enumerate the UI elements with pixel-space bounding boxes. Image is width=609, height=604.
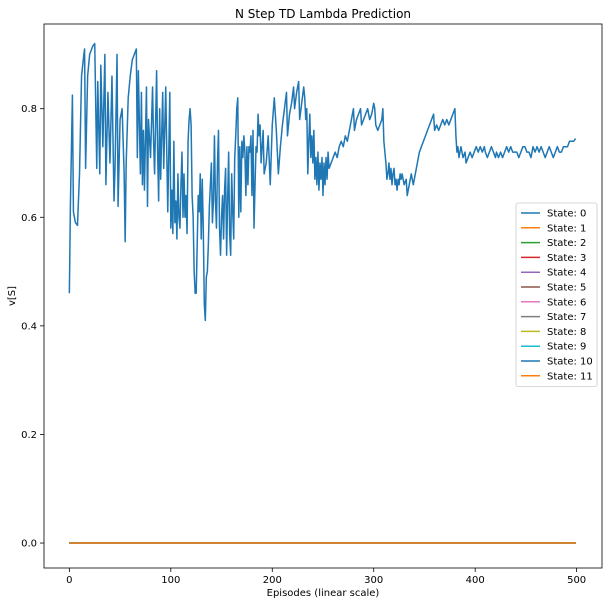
y-axis: 0.0 0.2 0.4 0.6 0.8 bbox=[21, 104, 44, 550]
legend: State: 0 State: 1 State: 2 State: 3 State: 4… bbox=[515, 202, 598, 388]
x-tick-label: 500 bbox=[567, 575, 586, 586]
chart-title: N Step TD Lambda Prediction bbox=[235, 7, 411, 21]
legend-box bbox=[515, 202, 598, 388]
y-tick-label: 0.0 bbox=[21, 539, 37, 550]
x-tick-label: 400 bbox=[466, 575, 485, 586]
legend-entry-label: State: 8 bbox=[547, 327, 586, 338]
legend-entry-label: State: 5 bbox=[547, 283, 586, 294]
x-axis-label: Episodes (linear scale) bbox=[267, 588, 380, 599]
x-tick-label: 100 bbox=[161, 575, 180, 586]
x-tick-label: 300 bbox=[364, 575, 383, 586]
legend-entry-label: State: 3 bbox=[547, 253, 586, 264]
legend-entry-label: State: 1 bbox=[547, 223, 586, 234]
y-tick-label: 0.2 bbox=[21, 430, 37, 441]
y-tick-label: 0.8 bbox=[21, 104, 37, 115]
legend-entry-label: State: 2 bbox=[547, 238, 586, 249]
legend-entry-label: State: 6 bbox=[547, 297, 586, 308]
legend-entry-label: State: 9 bbox=[547, 342, 586, 353]
legend-entry-label: State: 7 bbox=[547, 312, 586, 323]
series-layer bbox=[68, 42, 577, 544]
legend-entry-label: State: 0 bbox=[547, 209, 586, 220]
x-tick-label: 200 bbox=[263, 575, 282, 586]
y-tick-label: 0.6 bbox=[21, 213, 37, 224]
y-tick-label: 0.4 bbox=[21, 321, 37, 332]
y-axis-label: v[S] bbox=[7, 286, 18, 306]
legend-entry-label: State: 10 bbox=[547, 357, 593, 368]
series-line-state-0 bbox=[68, 42, 577, 322]
legend-entry-label: State: 11 bbox=[547, 371, 593, 382]
plot-frame bbox=[43, 23, 603, 569]
legend-entry-label: State: 4 bbox=[547, 268, 586, 279]
x-axis: 0 100 200 300 400 500 bbox=[66, 568, 586, 586]
x-tick-label: 0 bbox=[66, 575, 72, 586]
